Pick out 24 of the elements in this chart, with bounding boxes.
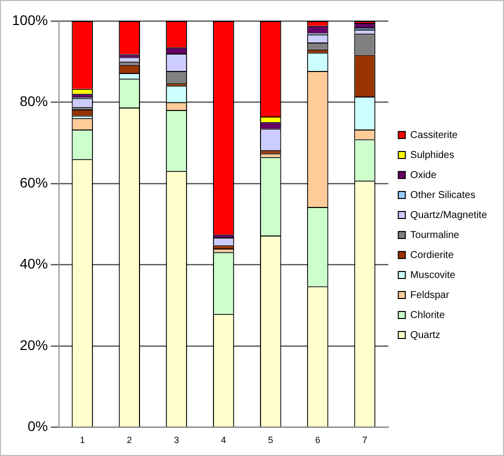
x-tick-label: 6 — [315, 435, 320, 446]
legend-label: Quartz — [410, 330, 440, 341]
y-tick-label: 40% — [20, 256, 48, 272]
x-tick-label: 3 — [174, 435, 179, 446]
legend-label: Other Silicates — [410, 190, 476, 201]
x-tick-label: 7 — [362, 435, 368, 446]
legend-label: Chlorite — [410, 310, 446, 321]
legend-label: Muscovite — [410, 270, 456, 281]
y-tick-label: 80% — [20, 93, 48, 110]
x-tick-label: 5 — [268, 435, 274, 446]
y-tick-label: 100% — [12, 12, 48, 28]
legend-label: Cassiterite — [410, 130, 458, 141]
y-tick-label: 20% — [20, 336, 48, 353]
legend-label: Quartz/Magnetite — [410, 210, 488, 221]
x-tick-label: 1 — [80, 435, 85, 446]
legend-label: Feldspar — [410, 290, 450, 301]
legend-label: Cordierite — [410, 250, 454, 261]
legend-label: Sulphides — [410, 150, 454, 161]
x-tick-label: 2 — [126, 435, 132, 446]
legend-label: Oxide — [410, 170, 437, 181]
y-tick-label: 60% — [20, 174, 48, 190]
y-tick-label: 0% — [28, 418, 48, 434]
x-tick-label: 4 — [221, 435, 226, 446]
legend-label: Tourmaline — [410, 230, 460, 241]
